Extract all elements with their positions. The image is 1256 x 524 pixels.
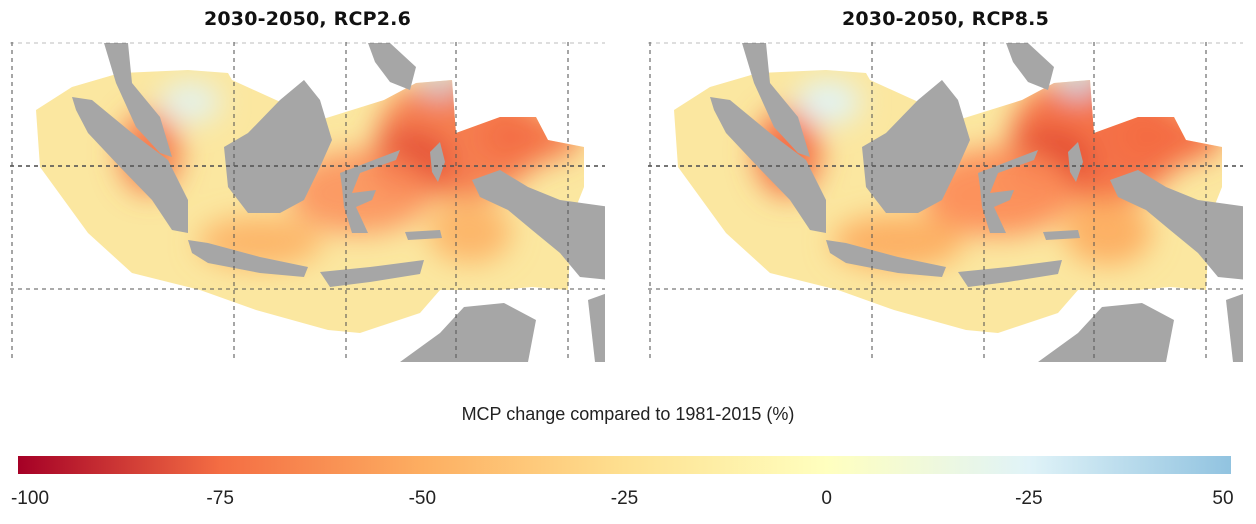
land-lesser-sunda	[320, 260, 424, 287]
change-hotspot	[478, 111, 582, 163]
colorbar-tick: -50	[408, 488, 437, 509]
map-rcp85	[648, 42, 1243, 362]
change-hotspot	[1064, 199, 1152, 265]
land-java	[826, 240, 946, 277]
land-sulawesi	[978, 150, 1038, 233]
change-hotspot	[428, 200, 512, 264]
change-hotspot	[158, 81, 222, 123]
land-cape-york	[588, 293, 605, 362]
colorbar-tick: -75	[206, 488, 234, 509]
land-borneo	[224, 80, 332, 213]
colorbar-tick: -25	[610, 488, 639, 509]
land-java	[188, 240, 308, 277]
change-hotspot	[1058, 70, 1098, 98]
panel-title-rcp85: 2030-2050, RCP8.5	[841, 8, 1050, 30]
land-seram	[405, 230, 442, 240]
land-halmahera	[430, 142, 445, 182]
colorbar-tick: 0	[821, 488, 832, 509]
land-philippines	[368, 43, 416, 90]
colorbar-tick: -25	[1015, 488, 1043, 509]
land-seram	[1043, 230, 1080, 240]
colorbar-label: MCP change compared to 1981-2015 (%)	[461, 404, 795, 424]
land-australia	[1038, 303, 1174, 362]
land-australia	[400, 303, 536, 362]
map-rcp26	[10, 42, 605, 362]
land-new-guinea	[472, 170, 605, 280]
land-philippines	[1006, 43, 1054, 90]
land-malay-peninsula	[742, 43, 810, 157]
land-sulawesi	[340, 150, 400, 233]
change-hotspot	[421, 70, 459, 97]
panel-title-rcp26: 2030-2050, RCP2.6	[203, 8, 412, 30]
change-hotspot	[795, 80, 861, 124]
land-malay-peninsula	[104, 43, 172, 157]
land-borneo	[862, 80, 970, 213]
land-new-guinea	[1110, 170, 1243, 280]
colorbar-tick: 50	[1212, 488, 1234, 509]
land-halmahera	[1068, 142, 1083, 182]
land-lesser-sunda	[958, 260, 1062, 287]
colorbar-tick: -100	[10, 488, 50, 509]
land-cape-york	[1226, 293, 1243, 362]
colorbar	[18, 456, 1231, 474]
